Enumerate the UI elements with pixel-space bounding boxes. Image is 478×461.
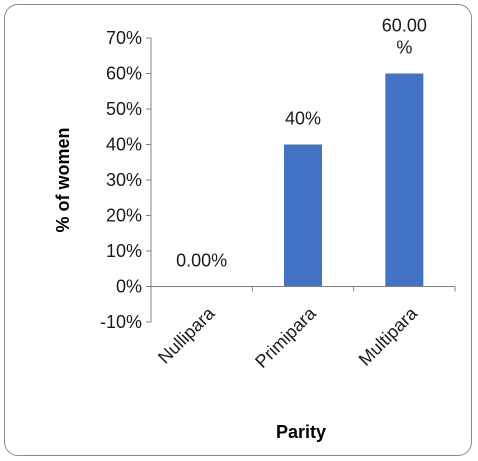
- y-tick-label: -10%: [100, 312, 142, 332]
- y-tick-label: 40%: [106, 135, 142, 155]
- y-tick-label: 50%: [106, 99, 142, 119]
- data-label: 0.00%: [176, 251, 227, 271]
- data-label: 60.00%: [382, 16, 427, 58]
- y-tick-label: 70%: [106, 28, 142, 48]
- x-axis-title: Parity: [276, 422, 326, 442]
- y-tick-label: 60%: [106, 64, 142, 84]
- y-axis-title: % of women: [53, 127, 73, 232]
- data-label: 40%: [285, 109, 321, 129]
- bar-multipara: [385, 73, 424, 287]
- bar-primipara: [284, 144, 322, 287]
- y-tick-label: 10%: [106, 241, 142, 261]
- y-tick-label: 0%: [116, 277, 142, 297]
- y-tick-label: 20%: [106, 206, 142, 226]
- y-tick-label: 30%: [106, 170, 142, 190]
